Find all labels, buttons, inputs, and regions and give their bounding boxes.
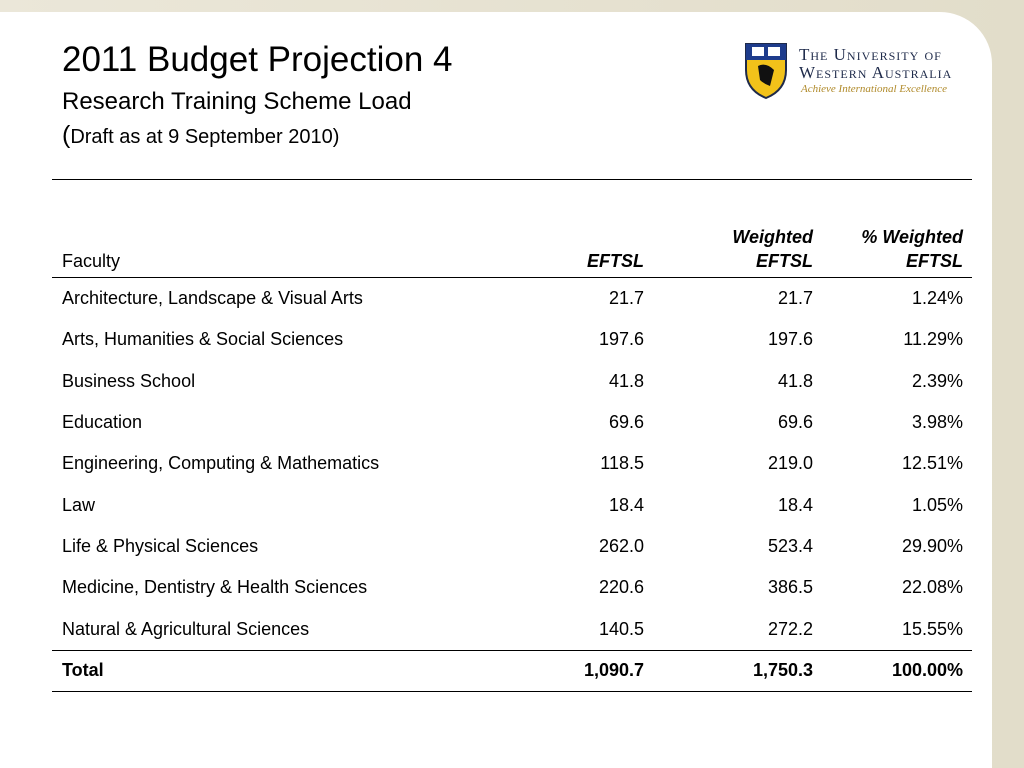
- cell: 18.4: [777, 494, 813, 515]
- cell: Natural & Agricultural Sciences: [62, 618, 310, 639]
- total-row: Total 1,090.7 1,750.3 100.00%: [52, 649, 972, 692]
- cell: 386.5: [767, 577, 813, 598]
- header-line: Weighted: [732, 227, 813, 247]
- total-cell: 100.00%: [813, 649, 972, 692]
- draft-note: (Draft as at 9 September 2010): [62, 121, 339, 150]
- column-header: EFTSL: [542, 179, 644, 278]
- header-line: Faculty: [62, 251, 121, 271]
- cell: 18.4: [608, 494, 644, 515]
- cell: 69.6: [608, 412, 644, 433]
- cell: 118.5: [600, 453, 644, 474]
- cell: Law: [62, 494, 96, 515]
- subtitle: Research Training Scheme Load: [62, 88, 412, 115]
- cell: 197.6: [767, 329, 813, 350]
- cell: 12.51%: [901, 453, 963, 474]
- cell: Business School: [62, 370, 196, 391]
- cell: 69.6: [777, 412, 813, 433]
- cell: 1.05%: [911, 494, 963, 515]
- table-row: Architecture, Landscape & Visual Arts 21.…: [52, 278, 972, 320]
- table-row: Medicine, Dentistry & Health Sciences 220…: [52, 567, 972, 608]
- cell: 523.4: [767, 535, 813, 556]
- table-row: Education 69.6 69.6 3.98%: [52, 402, 972, 443]
- cell: 262.0: [598, 535, 644, 556]
- logo-name: The University of: [799, 45, 942, 64]
- cell: 219.0: [767, 453, 813, 474]
- cell: 21.7: [777, 288, 813, 309]
- table-row: Law 18.4 18.4 1.05%: [52, 484, 972, 525]
- cell: 11.29%: [903, 329, 963, 350]
- header-line: EFTSL: [587, 251, 644, 271]
- header-line: EFTSL: [756, 251, 813, 271]
- table-row: Arts, Humanities & Social Sciences 197.6 1…: [52, 319, 972, 360]
- title: 2011 Budget Projection 4: [62, 40, 453, 79]
- budget-table: Faculty EFTSL Weighted EFTSL % Weighted EFTSL…: [52, 179, 972, 692]
- logo-name: Western Australia: [799, 63, 953, 82]
- cell: 220.6: [598, 577, 644, 598]
- cell: 29.90%: [901, 535, 963, 556]
- header-row: Faculty EFTSL Weighted EFTSL % Weighted EFTSL: [52, 179, 972, 278]
- header-line: EFTSL: [906, 251, 963, 271]
- cell: 140.5: [598, 618, 644, 639]
- cell: 197.6: [598, 329, 644, 350]
- table-row: Natural & Agricultural Sciences 140.5 272.…: [52, 608, 972, 650]
- slide-panel: [0, 12, 992, 768]
- cell: 21.7: [608, 288, 644, 309]
- cell: 3.98%: [911, 412, 963, 433]
- cell: 1.24%: [911, 288, 963, 309]
- cell: 2.39%: [911, 370, 963, 391]
- note-text: Draft as at 9 September 2010): [70, 126, 340, 148]
- table-row: Engineering, Computing & Mathematics 118.…: [52, 443, 972, 484]
- table-row: Business School 41.8 41.8 2.39%: [52, 361, 972, 402]
- logo-motto: Achieve International Excellence: [801, 83, 947, 95]
- column-header: Weighted EFTSL: [644, 179, 813, 278]
- cell: Medicine, Dentistry & Health Sciences: [62, 577, 368, 598]
- total-cell: Total: [52, 649, 542, 692]
- total-cell: 1,750.3: [644, 649, 813, 692]
- cell: Life & Physical Sciences: [62, 535, 259, 556]
- cell: 272.2: [767, 618, 813, 639]
- crest: [745, 43, 787, 100]
- column-header: Faculty: [52, 179, 542, 278]
- cell: Architecture, Landscape & Visual Arts: [62, 288, 363, 309]
- cell: 41.8: [777, 370, 813, 391]
- cell: Education: [62, 412, 143, 433]
- table-row: Life & Physical Sciences 262.0 523.4 29.90%: [52, 526, 972, 567]
- cell: 41.8: [608, 370, 644, 391]
- header-line: % Weighted: [861, 227, 963, 247]
- total-cell: 1,090.7: [542, 649, 644, 692]
- cell: Arts, Humanities & Social Sciences: [62, 329, 344, 350]
- cell: 15.55%: [901, 618, 963, 639]
- paren: (: [62, 121, 71, 149]
- column-header: % Weighted EFTSL: [813, 179, 972, 278]
- cell: 22.08%: [901, 577, 963, 598]
- cell: Engineering, Computing & Mathematics: [62, 453, 380, 474]
